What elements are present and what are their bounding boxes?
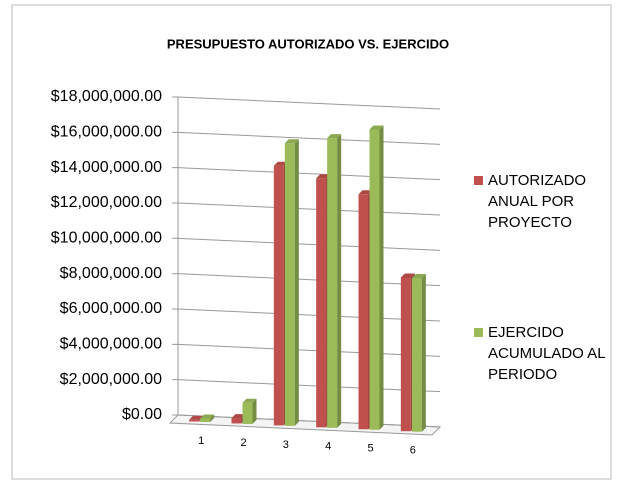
y-tick-label: $8,000,000.00 (60, 265, 162, 282)
bar-top (284, 139, 299, 144)
bar (327, 134, 342, 428)
bar-front (231, 418, 242, 424)
bar-top (358, 190, 373, 195)
bar (411, 274, 426, 432)
bar-top (327, 134, 342, 139)
grid-line (177, 167, 441, 181)
grid-line (177, 343, 441, 357)
grid-line (177, 96, 441, 110)
y-tick-label: $4,000,000.00 (60, 336, 162, 353)
bar-top (400, 273, 415, 278)
bar-top (242, 398, 257, 403)
bar-front (273, 165, 284, 426)
legend-swatch (474, 328, 483, 337)
bar (284, 139, 299, 426)
y-tick-label: $18,000,000.00 (51, 88, 162, 105)
bar (200, 414, 215, 423)
legend-swatch (474, 176, 483, 185)
legend-label: EJERCIDO ACUMULADO AL PERIODO (488, 324, 605, 383)
x-tick-label: 4 (325, 441, 331, 453)
bar-side (252, 398, 257, 424)
legend-item: EJERCIDO ACUMULADO AL PERIODO (488, 324, 605, 383)
grid-line (177, 414, 441, 428)
bar-side (379, 125, 384, 430)
bar-top (189, 415, 204, 420)
bar (369, 125, 384, 430)
grid-line (177, 131, 441, 145)
bar-front (242, 402, 253, 424)
chart-border (11, 4, 612, 480)
bar-top (231, 414, 246, 419)
bar-top (200, 414, 215, 419)
legend-item: AUTORIZADO ANUAL POR PROYECTO (488, 172, 587, 231)
bar-side (421, 274, 426, 432)
y-tick-label: $6,000,000.00 (60, 300, 162, 317)
grid-line (177, 202, 441, 216)
bar-top (369, 125, 384, 130)
x-tick-label: 3 (283, 439, 289, 451)
y-tick-label: $10,000,000.00 (51, 230, 162, 247)
bar-front (189, 419, 200, 422)
bar-front (316, 178, 327, 428)
y-tick-label: $0.00 (122, 406, 162, 423)
y-tick-label: $2,000,000.00 (60, 371, 162, 388)
bar-front (358, 194, 369, 430)
x-tick-label: 5 (367, 443, 373, 455)
bar-side (294, 139, 299, 426)
grid-line (177, 237, 441, 251)
y-tick-label: $16,000,000.00 (51, 124, 162, 141)
bar-side (210, 414, 215, 423)
chart-title: PRESUPUESTO AUTORIZADO VS. EJERCIDO (167, 36, 449, 51)
x-tick-label: 1 (198, 435, 204, 447)
grid-line (177, 308, 441, 322)
x-tick-label: 2 (240, 437, 246, 449)
bar-top (316, 174, 331, 179)
bar-top (411, 274, 426, 279)
grid-line (177, 273, 441, 287)
y-tick-label: $12,000,000.00 (51, 194, 162, 211)
bar-front (327, 138, 338, 428)
bar-front (284, 143, 295, 426)
bar-front (200, 418, 211, 423)
x-tick-label: 6 (410, 445, 416, 457)
bar-front (369, 129, 380, 430)
bar-top (273, 161, 288, 166)
grid-line (177, 379, 441, 393)
bar (242, 398, 257, 424)
bar-front (400, 277, 411, 432)
y-tick-label: $14,000,000.00 (51, 159, 162, 176)
bar-side (337, 134, 342, 428)
bar-front (411, 278, 422, 432)
legend-label: AUTORIZADO ANUAL POR PROYECTO (488, 172, 587, 231)
